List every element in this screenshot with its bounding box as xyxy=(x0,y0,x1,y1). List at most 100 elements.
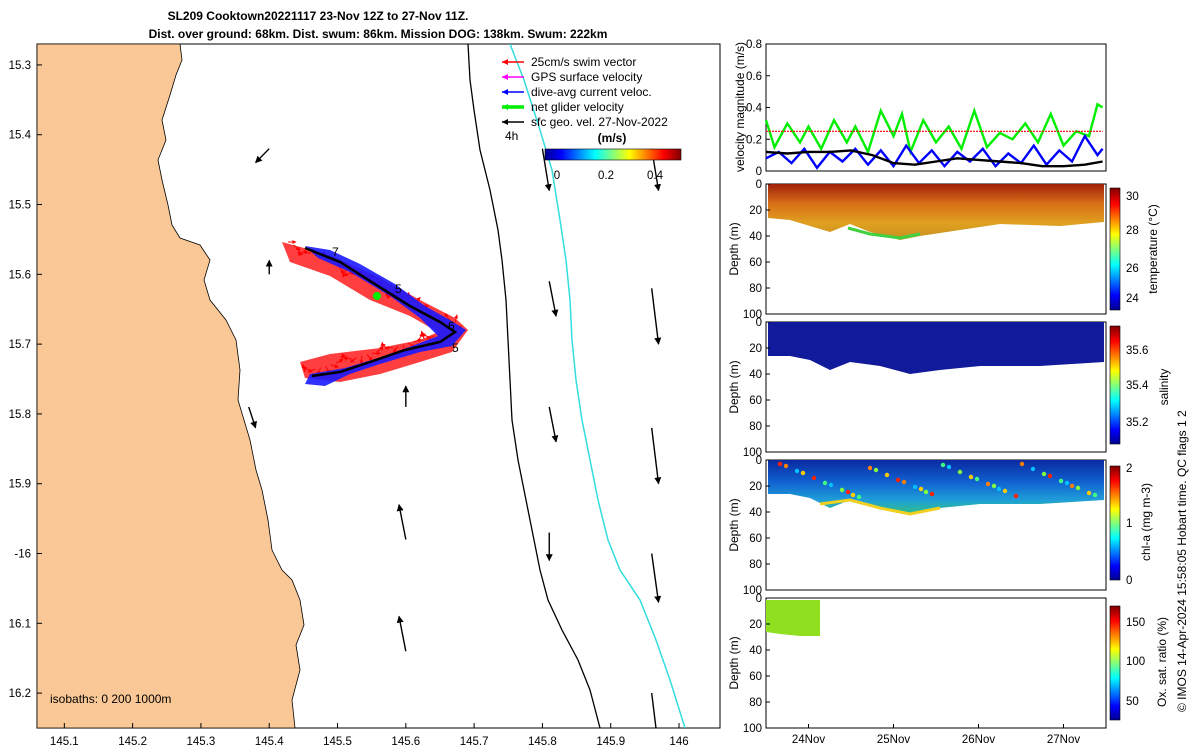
chl-point xyxy=(884,472,890,478)
land-area xyxy=(37,44,305,728)
chl-point xyxy=(895,477,901,483)
temp-cb-tick: 28 xyxy=(1126,225,1139,237)
time-tick-label: 24Nov xyxy=(792,734,825,746)
legend-arrowhead xyxy=(502,119,508,125)
depth-tick-label: 80 xyxy=(749,283,762,295)
chl-point xyxy=(811,475,817,481)
depth-tick-label: 0 xyxy=(756,455,762,467)
thermocline-feature xyxy=(847,226,921,240)
depth-tick-label: 0 xyxy=(756,593,762,605)
depth-tick-label: 100 xyxy=(743,447,762,459)
depth-tick-label: 100 xyxy=(743,585,762,597)
salinity-field xyxy=(768,322,1104,374)
depth-tick-label: 80 xyxy=(749,697,762,709)
depth-tick-label: 0 xyxy=(756,179,762,191)
chl-label: chl-a (mg m-3) xyxy=(1139,483,1153,561)
swim-vector-tick xyxy=(339,266,344,275)
temperature-colorbar xyxy=(1109,187,1121,311)
map-x-axis: 145.1 145.2 145.3 145.4 145.5 145.6 145.7 145.8… xyxy=(50,723,689,748)
depth-tick-label: 80 xyxy=(749,559,762,571)
velocity-axis-label: velocity magnitude (m/s) xyxy=(733,42,747,172)
legend-arrowhead xyxy=(502,74,508,80)
legend-entry: 25cm/s swim vector xyxy=(502,55,636,69)
velocity-y-tick-label: 0.8 xyxy=(746,39,762,51)
swim-vector-tick xyxy=(302,250,312,255)
swim-vector-tick xyxy=(413,338,422,343)
chl-point xyxy=(1047,473,1053,479)
chl-point xyxy=(991,483,997,489)
depth-tick-label: 40 xyxy=(749,507,762,519)
depth-axis-label: Depth (m) xyxy=(727,636,741,689)
swim-vector-tick xyxy=(350,357,358,363)
track-point-label: 7 xyxy=(332,245,339,259)
swim-vector-tick xyxy=(307,368,316,373)
time-tick-label: 25Nov xyxy=(877,734,910,746)
velocity-series-line xyxy=(765,149,1103,168)
time-tick-label: 26Nov xyxy=(962,734,995,746)
current-arrows xyxy=(248,148,662,728)
map-x-tick-label: 145.8 xyxy=(528,736,557,748)
chl-point xyxy=(1058,478,1064,484)
map-x-tick-label: 145.2 xyxy=(118,736,147,748)
chl-point xyxy=(1041,471,1047,477)
map-y-tick-label: 16.1 xyxy=(9,618,31,630)
chl-point xyxy=(1013,493,1019,499)
chl-point xyxy=(946,464,952,470)
chl-point xyxy=(1092,492,1098,498)
chart-subtitle: Dist. over ground: 68km. Dist. swum: 86k… xyxy=(149,27,608,41)
chl-point xyxy=(845,489,851,495)
chl-point xyxy=(929,491,935,497)
colorbar-tick: 0.4 xyxy=(647,170,664,182)
depth-tick-label: 20 xyxy=(749,481,762,493)
depth-tick-label: 60 xyxy=(749,395,762,407)
velocity-y-tick-label: 0.4 xyxy=(746,103,763,115)
speed-colorbar xyxy=(544,148,682,161)
legend-entry: sfc geo. vel. 27-Nov-2022 xyxy=(502,115,668,129)
depth-tick-label: 20 xyxy=(749,619,762,631)
chl-point xyxy=(1075,485,1081,491)
depth-tick-label: 80 xyxy=(749,421,762,433)
temperature-panel: 24 26 28 30 temperature (°C) Depth (m) 0… xyxy=(727,179,1160,321)
swim-vector-tick xyxy=(359,356,364,365)
track-point-label: 6 xyxy=(448,319,455,333)
sal-cb-tick: 35.2 xyxy=(1126,417,1148,429)
time-axis: 24Nov 25Nov 26Nov 27Nov xyxy=(792,724,1080,746)
map-x-tick-label: 145.3 xyxy=(187,736,216,748)
current-arrow xyxy=(548,406,559,443)
velocity-y-tick-label: 0.6 xyxy=(746,71,762,83)
current-arrow xyxy=(541,148,552,192)
chl-point xyxy=(777,461,783,467)
current-arrow xyxy=(651,553,662,604)
map-x-tick-label: 145.1 xyxy=(50,736,79,748)
temp-cb-tick: 26 xyxy=(1126,263,1139,275)
legend-label: GPS surface velocity xyxy=(531,70,642,84)
salinity-colorbar xyxy=(1109,325,1121,445)
current-arrow xyxy=(248,406,257,429)
current-arrow xyxy=(255,148,270,164)
chl-colorbar xyxy=(1109,465,1121,581)
chl-point xyxy=(940,462,946,468)
map-y-tick-label: 15.8 xyxy=(9,409,31,421)
colorbar-tick: 0.2 xyxy=(598,170,614,182)
net-velocity-marker xyxy=(373,292,381,300)
map-y-tick-label: 15.4 xyxy=(9,130,32,142)
chl-point xyxy=(794,468,800,474)
sal-cb-tick: 35.6 xyxy=(1126,345,1148,357)
map-y-tick-label: 15.7 xyxy=(9,339,31,351)
chl-point xyxy=(974,476,980,482)
chl-point xyxy=(1069,483,1075,489)
legend-entry: net glider velocity xyxy=(502,100,624,114)
chl-point xyxy=(1064,480,1070,486)
ox-cb-tick: 100 xyxy=(1126,656,1145,668)
chlorophyll-max-layer xyxy=(819,498,941,516)
current-arrow xyxy=(548,281,559,317)
current-arrow xyxy=(651,693,657,728)
track-point-label: 5 xyxy=(395,282,402,296)
swim-vector-tick xyxy=(454,314,459,323)
map-y-tick-label: -16 xyxy=(14,549,31,561)
depth-tick-label: 60 xyxy=(749,533,762,545)
chl-point xyxy=(901,479,907,485)
chl-point xyxy=(867,465,873,471)
swim-vector-tick xyxy=(335,358,344,364)
